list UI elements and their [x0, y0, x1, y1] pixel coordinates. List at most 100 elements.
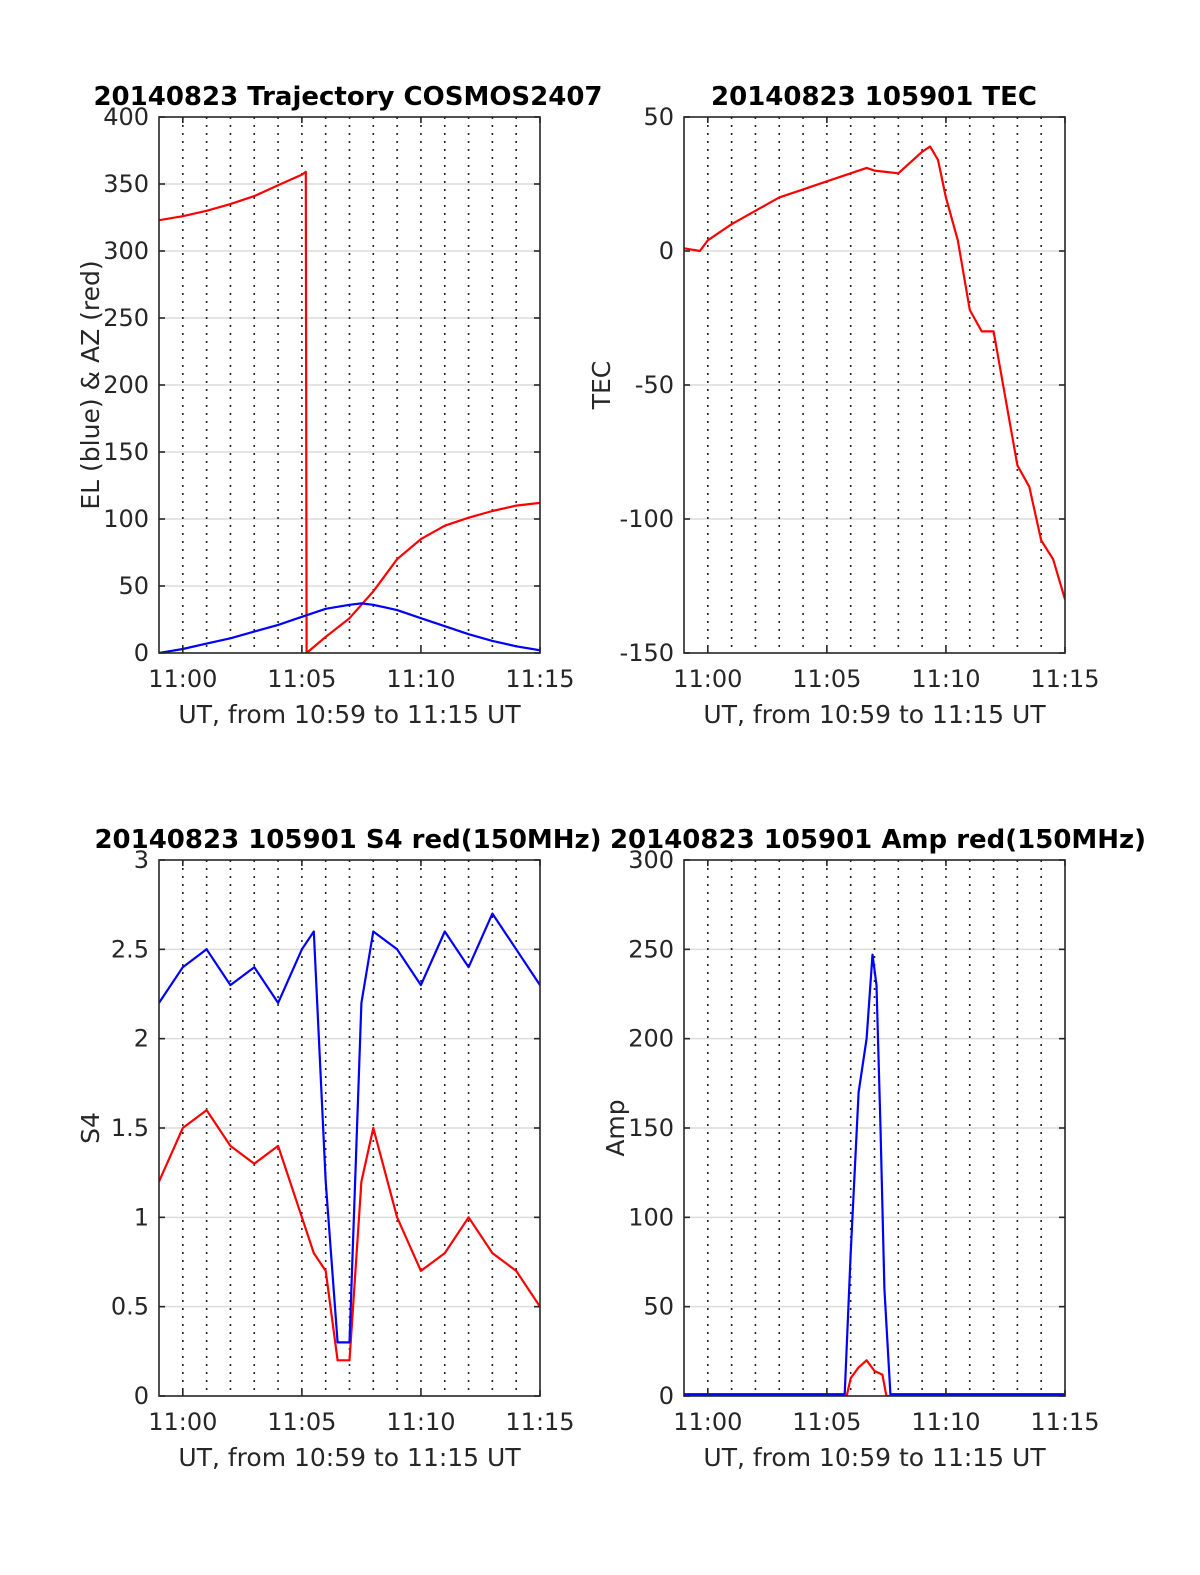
- data-point: [205, 642, 208, 645]
- y-axis-label: Amp: [601, 1099, 630, 1156]
- data-point: [937, 159, 939, 161]
- y-tick-label: 50: [118, 572, 149, 600]
- y-tick-label: 0.5: [111, 1293, 149, 1321]
- y-tick-label: 100: [628, 1203, 674, 1231]
- x-tick-label: 11:15: [505, 1408, 574, 1436]
- data-point: [849, 1377, 852, 1379]
- data-point: [348, 1359, 351, 1362]
- y-tick-label: 150: [103, 438, 149, 466]
- data-point: [360, 1180, 363, 1183]
- data-point: [1052, 558, 1054, 561]
- data-point: [491, 510, 494, 512]
- chart-panel-2: -150 -100 -50 0 50 11:00 11:05 11:10 11:15 201408…: [587, 82, 1100, 729]
- data-point: [879, 1127, 882, 1129]
- y-tick-label: 2: [134, 1025, 149, 1053]
- data-point: [992, 330, 995, 333]
- data-point: [467, 966, 470, 969]
- data-point: [253, 630, 256, 633]
- y-tick-label: -150: [620, 639, 674, 667]
- data-point: [312, 930, 315, 933]
- data-point: [396, 558, 398, 561]
- x-tick-label: 11:15: [1030, 1408, 1099, 1436]
- data-point: [360, 1002, 363, 1004]
- chart-title: 20140823 105901 TEC: [711, 82, 1037, 112]
- x-tick-label: 11:05: [267, 1408, 336, 1436]
- data-point: [467, 1216, 470, 1219]
- data-point: [778, 196, 781, 199]
- x-tick-label: 11:00: [673, 665, 742, 693]
- y-tick-label: -100: [620, 505, 674, 533]
- data-point: [881, 1373, 884, 1376]
- data-point: [372, 1127, 375, 1129]
- data-point: [301, 173, 303, 176]
- data-point: [491, 912, 494, 915]
- x-axis-label: UT, from 10:59 to 11:15 UT: [703, 700, 1046, 729]
- data-point: [253, 1162, 256, 1165]
- data-point: [324, 636, 327, 638]
- chart-title: 20140823 105901 S4 red(150MHz): [94, 825, 601, 855]
- data-point: [420, 538, 422, 540]
- data-point: [857, 1091, 860, 1094]
- data-point: [443, 625, 446, 628]
- y-tick-label: 1.5: [111, 1114, 149, 1142]
- data-point: [277, 184, 279, 187]
- y-tick-label: 200: [628, 1025, 674, 1053]
- series-line-1: [159, 170, 540, 653]
- data-point: [277, 624, 279, 626]
- data-point: [826, 180, 828, 183]
- y-tick-label: 350: [103, 170, 149, 198]
- x-tick-label: 11:00: [148, 1408, 217, 1436]
- data-point: [324, 1180, 327, 1183]
- data-point: [420, 1270, 422, 1272]
- x-tick-label: 11:05: [267, 665, 336, 693]
- chart-panel-3: 0 0.5 1 1.5 2 2.5 3 11:00 11:05 11:10 11:15 2014082…: [76, 825, 602, 1472]
- x-tick-label: 11:15: [1030, 665, 1099, 693]
- data-point: [181, 966, 184, 969]
- data-point: [956, 239, 959, 242]
- x-axis-label: UT, from 10:59 to 11:15 UT: [703, 1443, 1046, 1472]
- data-point: [348, 1341, 351, 1344]
- data-point: [181, 215, 184, 218]
- y-tick-label: 100: [103, 505, 149, 533]
- y-tick-label: 300: [103, 237, 149, 265]
- x-tick-label: 11:00: [148, 665, 217, 693]
- data-point: [515, 504, 518, 507]
- data-point: [515, 645, 518, 648]
- y-tick-label: 400: [103, 103, 149, 131]
- data-point: [229, 637, 232, 640]
- data-point: [372, 930, 375, 933]
- y-tick-label: 200: [103, 371, 149, 399]
- y-tick-label: 300: [628, 846, 674, 874]
- data-point: [229, 203, 232, 206]
- y-tick-label: 2.5: [111, 935, 149, 963]
- data-point: [857, 1366, 860, 1369]
- series-line-1: [159, 1108, 540, 1362]
- data-point: [871, 953, 874, 956]
- data-point: [443, 930, 446, 933]
- data-point: [883, 1287, 886, 1290]
- data-point: [229, 984, 232, 986]
- data-point: [372, 590, 375, 593]
- data-point: [802, 188, 804, 191]
- data-point: [467, 516, 470, 519]
- x-tick-label: 11:10: [911, 665, 980, 693]
- data-point: [277, 1002, 279, 1004]
- data-point: [348, 617, 351, 620]
- data-point: [515, 1270, 518, 1272]
- data-point: [980, 330, 983, 333]
- data-point: [229, 1145, 232, 1147]
- data-point: [706, 239, 709, 242]
- y-axis-label: S4: [76, 1112, 105, 1144]
- data-point: [205, 948, 208, 951]
- y-tick-label: -50: [635, 371, 674, 399]
- y-axis-label: TEC: [587, 361, 616, 411]
- data-point: [443, 524, 446, 527]
- x-tick-label: 11:10: [386, 665, 455, 693]
- x-tick-label: 11:00: [673, 1408, 742, 1436]
- data-point: [324, 1270, 327, 1272]
- data-point: [336, 1359, 339, 1362]
- series-line-2: [159, 912, 540, 1344]
- data-point: [865, 167, 868, 169]
- x-tick-label: 11:10: [911, 1408, 980, 1436]
